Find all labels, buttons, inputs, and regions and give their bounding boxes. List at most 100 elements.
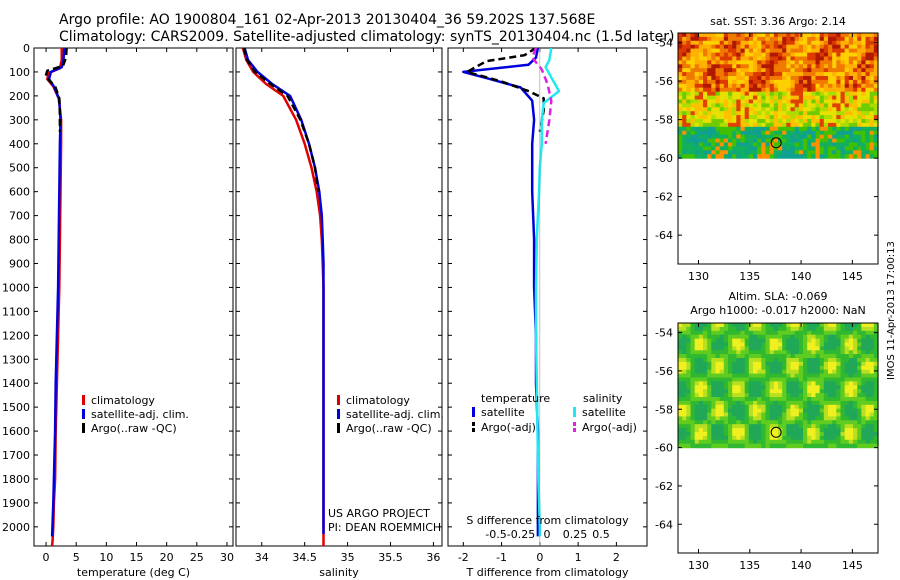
map-cell <box>723 95 729 101</box>
map-cell <box>790 412 796 417</box>
map-cell <box>703 350 708 355</box>
map-cell <box>786 36 792 42</box>
map-cell <box>744 377 750 382</box>
map-cell <box>690 126 696 132</box>
map-cell <box>865 397 871 402</box>
map-cell <box>769 60 775 65</box>
map-cell <box>861 48 867 54</box>
map-cell <box>703 443 708 449</box>
map-cell <box>703 91 708 97</box>
map-cell <box>844 142 850 147</box>
map-cell <box>798 389 804 394</box>
map-cell <box>686 338 692 344</box>
map-cell <box>765 428 771 433</box>
map-cell <box>823 40 829 46</box>
map-cell <box>790 350 796 355</box>
map-cell <box>732 95 737 101</box>
map-cell <box>803 87 808 93</box>
map-cell <box>678 397 683 402</box>
map-cell <box>811 385 817 390</box>
legend-swatch <box>337 395 340 405</box>
map-cell <box>819 103 825 108</box>
map-cell <box>703 33 708 38</box>
map-cell <box>711 420 717 425</box>
map-cell <box>790 83 796 89</box>
map-cell <box>853 326 858 332</box>
map-cell <box>811 119 817 124</box>
map-cell <box>873 68 879 73</box>
map-cell <box>836 443 842 449</box>
y-tick-label: 100 <box>9 66 30 79</box>
map-cell <box>694 36 700 42</box>
map-cell <box>832 330 837 336</box>
map-cell <box>807 44 812 50</box>
map-cell <box>682 381 687 386</box>
map-cell <box>744 36 750 42</box>
map-cell <box>828 146 833 151</box>
map-cell <box>786 334 792 340</box>
map-cell <box>711 87 717 93</box>
map-cell <box>803 326 808 332</box>
map-cell <box>703 420 708 425</box>
map-cell <box>694 354 700 359</box>
map-cell <box>832 323 837 328</box>
map-cell <box>811 416 817 421</box>
map-cell <box>707 134 712 140</box>
map-cell <box>753 365 758 371</box>
map-x-tick-label: 140 <box>791 270 812 283</box>
map-cell <box>753 350 758 355</box>
map-cell <box>828 99 833 104</box>
map-cell <box>732 107 737 112</box>
map-cell <box>736 408 742 414</box>
map-cell <box>769 146 775 151</box>
map-cell <box>761 95 767 101</box>
map-cell <box>719 346 725 351</box>
map-cell <box>707 40 712 46</box>
map-cell <box>753 99 758 104</box>
map-cell <box>790 377 796 382</box>
map-cell <box>773 393 779 398</box>
map-cell <box>744 79 750 85</box>
map-cell <box>732 87 737 93</box>
map-cell <box>736 115 742 120</box>
map-cell <box>736 404 742 410</box>
map-cell <box>819 122 825 128</box>
map-cell <box>815 83 821 89</box>
map-cell <box>836 107 842 112</box>
map-cell <box>865 64 871 69</box>
map-cell <box>853 350 858 355</box>
map-cell <box>828 385 833 390</box>
map-cell <box>828 115 833 120</box>
map-cell <box>815 373 821 379</box>
map-cell <box>861 326 867 332</box>
map-cell <box>786 400 792 406</box>
map-cell <box>786 79 792 85</box>
map-cell <box>728 381 733 386</box>
map-cell <box>773 103 779 108</box>
map-cell <box>728 83 733 89</box>
map-cell <box>694 420 700 425</box>
map-cell <box>798 416 804 421</box>
map-cell <box>686 40 692 46</box>
map-cell <box>848 323 854 328</box>
map-cell <box>782 330 787 336</box>
map-y-tick-label: -60 <box>655 152 673 165</box>
map-cell <box>753 138 758 144</box>
y-tick-label: 600 <box>9 186 30 199</box>
map-cell <box>840 76 846 81</box>
map-cell <box>686 119 692 124</box>
map-cell <box>778 64 783 69</box>
map-cell <box>840 404 846 410</box>
x-axis-label: T difference from climatology <box>466 566 629 579</box>
map-cell <box>769 56 775 61</box>
map-cell <box>686 377 692 382</box>
map-cell <box>757 358 762 363</box>
map-cell <box>782 377 787 382</box>
map-cell <box>678 130 683 136</box>
map-cell <box>690 33 696 38</box>
map-cell <box>857 435 862 441</box>
map-cell <box>769 428 775 433</box>
map-cell <box>740 83 746 89</box>
map-cell <box>698 439 704 445</box>
map-cell <box>757 400 762 406</box>
